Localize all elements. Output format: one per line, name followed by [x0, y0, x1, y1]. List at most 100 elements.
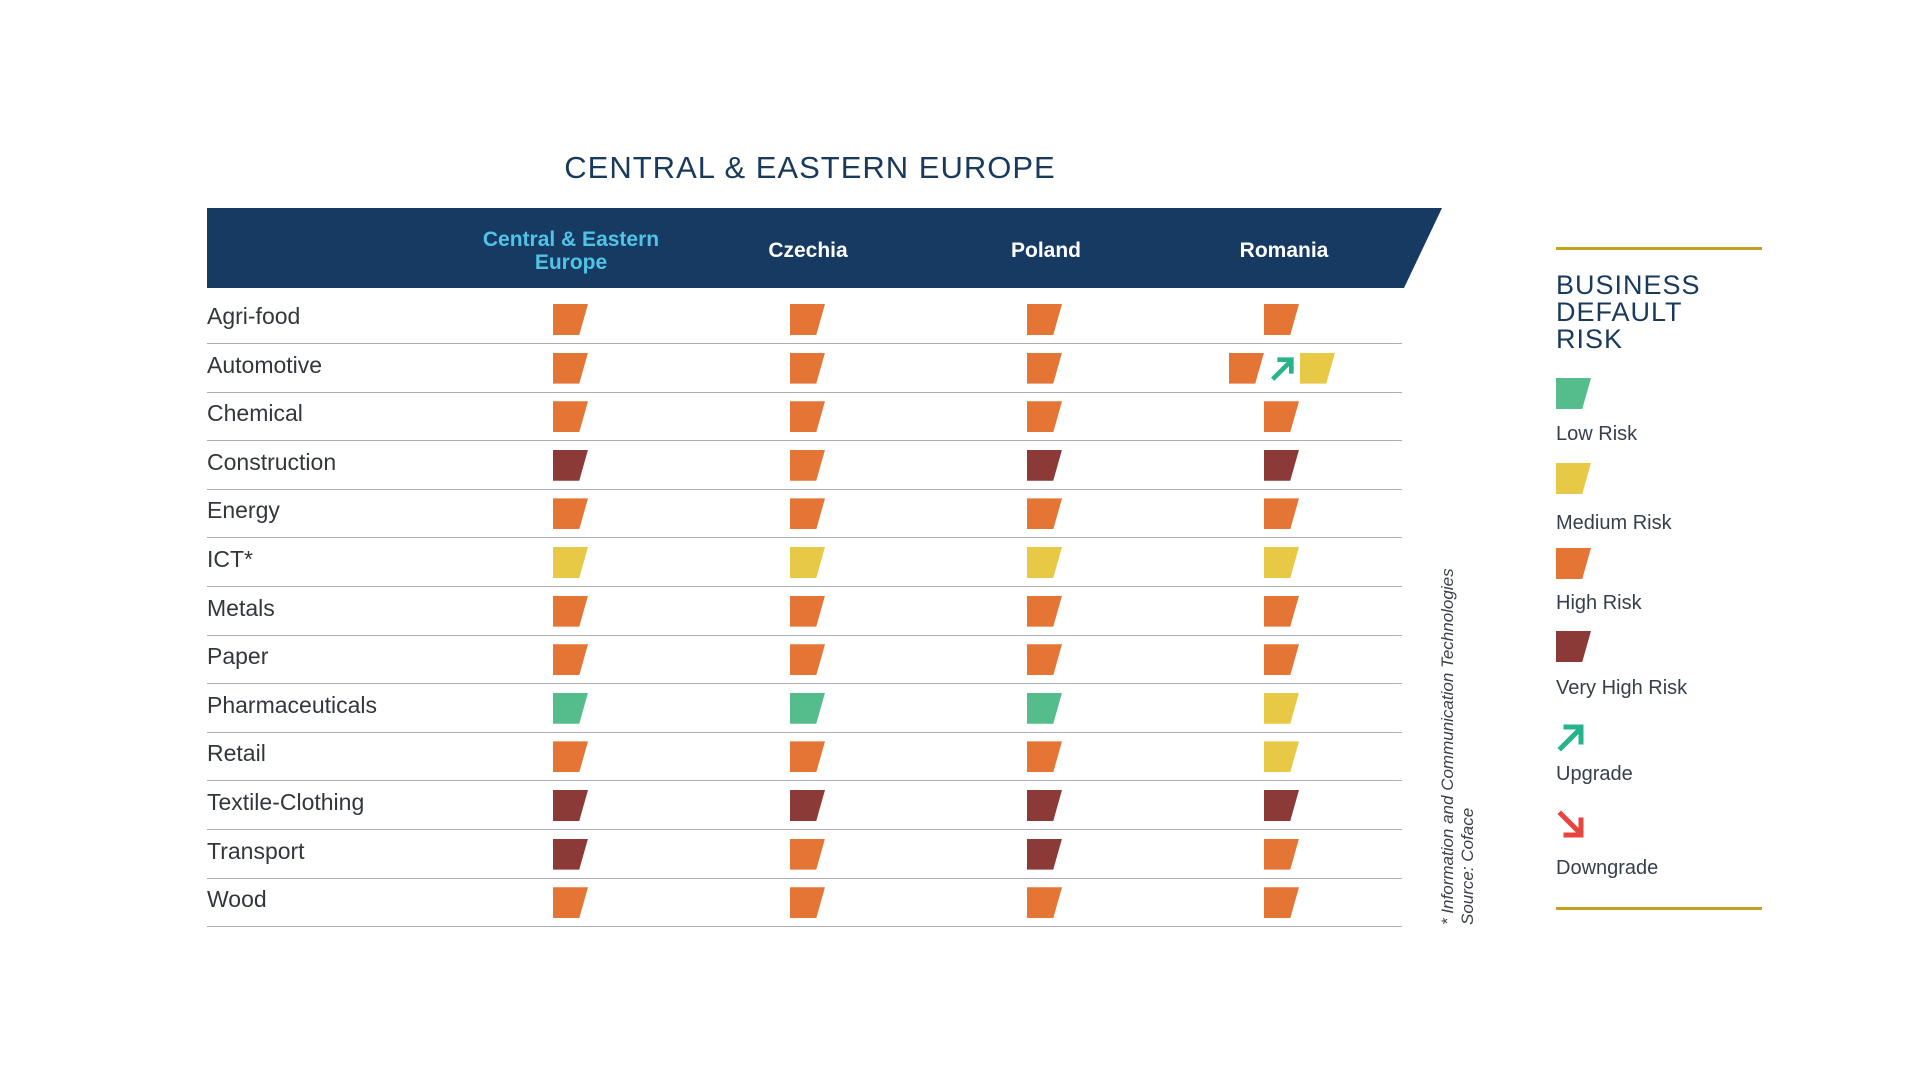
- risk-marker: [1264, 790, 1299, 821]
- risk-marker: [1027, 449, 1062, 481]
- risk-marker: [790, 644, 825, 676]
- risk-marker: [1027, 838, 1062, 870]
- risk-marker: [553, 547, 588, 578]
- row-divider: [207, 586, 1402, 587]
- risk-marker: [553, 741, 588, 773]
- row-divider: [207, 731, 1402, 733]
- row-divider: [207, 488, 1402, 490]
- risk-marker: [553, 644, 588, 676]
- table-header-bar: [207, 208, 1442, 288]
- row-divider: [207, 343, 1402, 344]
- risk-marker: [553, 449, 588, 481]
- legend-swatch-high: [1556, 548, 1591, 579]
- risk-marker: [790, 741, 825, 773]
- risk-marker: [790, 449, 825, 481]
- risk-marker: [1027, 644, 1062, 676]
- footnote: * Information and Communication Technolo…: [1438, 505, 1488, 925]
- legend-top-rule: [1556, 247, 1762, 250]
- risk-marker: [1264, 692, 1299, 724]
- legend-swatch-low: [1556, 378, 1591, 409]
- column-header-cee: Central & Eastern Europe: [482, 228, 660, 274]
- risk-marker: [1264, 838, 1299, 870]
- row-label: Paper: [207, 643, 269, 670]
- column-header-poland: Poland: [1010, 239, 1081, 262]
- risk-marker: [553, 887, 588, 919]
- row-label: Automotive: [207, 351, 323, 378]
- footnote-source: Source: Coface: [1458, 807, 1477, 925]
- row-divider: [207, 440, 1402, 442]
- risk-marker: [790, 692, 825, 724]
- risk-marker: [1264, 741, 1299, 773]
- legend-swatch-medium: [1556, 463, 1591, 494]
- risk-marker: [790, 498, 825, 530]
- risk-marker: [790, 838, 825, 870]
- legend-label-downgrade: Downgrade: [1556, 857, 1659, 879]
- arrow-up-right-icon: [1271, 356, 1294, 381]
- row-divider: [207, 537, 1402, 539]
- risk-marker: [1264, 644, 1299, 676]
- risk-marker: [790, 352, 825, 384]
- risk-marker: [1027, 692, 1062, 724]
- legend-bottom-rule: [1556, 907, 1762, 910]
- risk-marker: [1264, 449, 1299, 481]
- risk-marker: [790, 547, 825, 578]
- row-label: ICT*: [207, 546, 253, 572]
- row-label: Textile-Clothing: [207, 789, 365, 815]
- risk-marker: [1027, 352, 1062, 384]
- row-divider: [207, 683, 1402, 685]
- risk-marker: [1027, 741, 1062, 773]
- row-label: Retail: [207, 740, 266, 767]
- row-label: Energy: [207, 497, 280, 524]
- row-label: Pharmaceuticals: [207, 691, 378, 718]
- risk-marker: [1264, 498, 1299, 530]
- row-divider: [207, 391, 1402, 393]
- risk-marker: [553, 595, 588, 627]
- row-divider: [207, 926, 1402, 928]
- risk-marker: [790, 595, 825, 627]
- risk-marker: [1027, 887, 1062, 919]
- risk-marker: [790, 790, 825, 821]
- legend-label-very-high: Very High Risk: [1556, 677, 1688, 699]
- row-divider: [207, 877, 1402, 879]
- legend-label-upgrade: Upgrade: [1556, 763, 1633, 785]
- risk-marker: [553, 790, 588, 821]
- legend-label-high: High Risk: [1556, 592, 1642, 614]
- risk-marker: [790, 304, 825, 335]
- row-label: Chemical: [207, 400, 303, 427]
- column-header-romania: Romania: [1239, 239, 1329, 262]
- row-label: Transport: [207, 837, 305, 864]
- risk-marker: [1027, 498, 1062, 530]
- risk-marker: [553, 352, 588, 384]
- risk-marker: [553, 401, 588, 433]
- column-header-czechia: Czechia: [768, 239, 848, 262]
- row-divider: [207, 634, 1402, 636]
- risk-marker: [790, 887, 825, 919]
- risk-marker: [1027, 304, 1062, 335]
- chart-title: CENTRAL & EASTERN EUROPE: [564, 150, 1056, 185]
- row-label: Agri-food: [207, 303, 301, 329]
- risk-marker: [553, 692, 588, 724]
- arrow-down-right-icon: [1557, 810, 1584, 838]
- risk-marker: [1027, 595, 1062, 627]
- legend-label-medium: Medium Risk: [1556, 512, 1672, 534]
- row-divider: [207, 829, 1402, 830]
- risk-marker: [790, 401, 825, 433]
- risk-marker: [1027, 790, 1062, 821]
- risk-marker: [1264, 304, 1299, 335]
- legend-label-low: Low Risk: [1556, 423, 1638, 445]
- risk-marker: [1264, 887, 1299, 919]
- row-label: Construction: [207, 448, 337, 475]
- row-divider: [207, 780, 1402, 782]
- risk-marker: [553, 304, 588, 335]
- risk-marker-current: [1300, 352, 1335, 384]
- legend-swatch-very-high: [1556, 631, 1591, 662]
- risk-marker: [1264, 401, 1299, 433]
- risk-marker: [553, 498, 588, 530]
- risk-marker: [1264, 547, 1299, 578]
- risk-marker-previous: [1229, 352, 1264, 384]
- arrow-up-right-icon: [1557, 724, 1584, 752]
- risk-marker: [1027, 401, 1062, 433]
- legend-title: BUSINESS DEFAULT RISK: [1556, 272, 1716, 353]
- legend-title-text: BUSINESS DEFAULT RISK: [1556, 270, 1701, 354]
- row-label: Metals: [207, 594, 275, 621]
